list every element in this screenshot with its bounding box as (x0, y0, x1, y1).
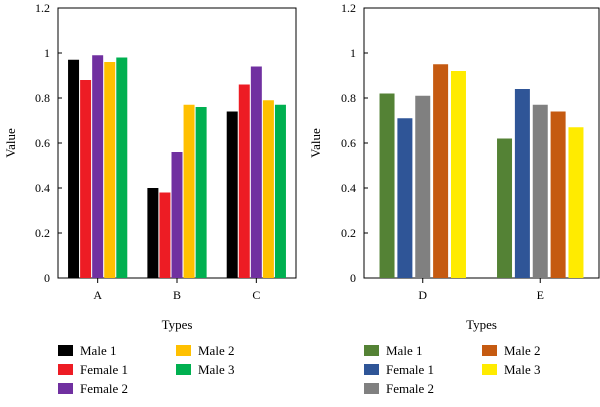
y-tick-label: 0 (350, 271, 356, 285)
legend-label: Female 2 (80, 381, 128, 396)
bar-female-1-e (514, 89, 530, 278)
bar-male-1-e (497, 138, 513, 278)
bar-male-2-b (183, 104, 195, 278)
x-tick-label: C (252, 288, 260, 302)
y-tick-label: 0.2 (341, 226, 356, 240)
chart-2: 0 0.2 0.4 0.6 0.8 1 1.2 D E Types Value Male 1 Femal… (308, 1, 600, 396)
y-tick-label: 1.2 (35, 1, 50, 15)
y-tick-label: 1 (350, 46, 356, 60)
x-tick-label: E (537, 288, 544, 302)
legend-swatch (176, 345, 191, 356)
x-axis-label: Types (466, 317, 497, 332)
bar-male-3-b (195, 107, 207, 278)
bar-male-2-a (104, 62, 116, 278)
legend-swatch (58, 383, 73, 394)
bar-male-3-a (116, 57, 128, 278)
legend-swatch (364, 345, 379, 356)
y-tick-label: 1 (44, 46, 50, 60)
y-tick-label: 0.8 (341, 91, 356, 105)
y-tick-label: 0.4 (35, 181, 50, 195)
legend: Male 1 Female 1 Female 2 Male 2 Male 3 (58, 343, 234, 396)
legend-swatch (482, 364, 497, 375)
y-tick-label: 0.4 (341, 181, 356, 195)
legend-label: Male 3 (504, 362, 540, 377)
legend-swatch (364, 383, 379, 394)
bar-female-2-a (92, 55, 104, 278)
bar-male-1-c (226, 111, 238, 278)
bar-female-1-c (238, 84, 250, 278)
bar-male-2-d (433, 64, 449, 278)
y-tick-label: 0.2 (35, 226, 50, 240)
legend-swatch (176, 364, 191, 375)
x-tick-label: D (418, 288, 427, 302)
legend-label: Male 2 (198, 343, 234, 358)
bar-male-3-d (450, 71, 466, 278)
bar-male-1-d (379, 93, 395, 278)
y-tick-label: 0 (44, 271, 50, 285)
x-tick-label: A (93, 288, 102, 302)
bar-male-1-b (147, 188, 159, 278)
legend-swatch (58, 345, 73, 356)
x-axis-label: Types (162, 317, 193, 332)
y-axis-label: Value (3, 128, 18, 158)
legend-label: Female 1 (80, 362, 128, 377)
y-axis-label: Value (308, 128, 323, 158)
bar-female-1-b (159, 192, 171, 278)
bar-female-2-c (250, 66, 262, 278)
legend-label: Male 1 (80, 343, 116, 358)
bar-male-3-c (274, 104, 286, 278)
legend-swatch (364, 364, 379, 375)
bar-female-2-b (171, 152, 183, 278)
legend-label: Female 1 (386, 362, 434, 377)
bar-male-1-a (68, 59, 80, 278)
bar-male-2-e (550, 111, 566, 278)
bar-male-2-c (262, 100, 274, 278)
legend-label: Male 3 (198, 362, 234, 377)
legend-swatch (482, 345, 497, 356)
legend-swatch (58, 364, 73, 375)
bar-female-1-d (397, 118, 413, 278)
legend-label: Female 2 (386, 381, 434, 396)
bar-female-2-e (532, 104, 548, 278)
legend-label: Male 1 (386, 343, 422, 358)
bar-female-1-a (80, 80, 92, 278)
bar-male-3-e (568, 127, 584, 278)
x-tick-label: B (173, 288, 181, 302)
legend-label: Male 2 (504, 343, 540, 358)
bar-female-2-d (415, 95, 431, 278)
y-tick-label: 0.6 (341, 136, 356, 150)
legend: Male 1 Female 1 Female 2 Male 2 Male 3 (364, 343, 540, 396)
y-tick-label: 1.2 (341, 1, 356, 15)
y-tick-label: 0.8 (35, 91, 50, 105)
y-tick-label: 0.6 (35, 136, 50, 150)
chart-1: 0 0.2 0.4 0.6 0.8 1 1.2 A B C Types Value Male 1 Fema… (3, 1, 297, 396)
